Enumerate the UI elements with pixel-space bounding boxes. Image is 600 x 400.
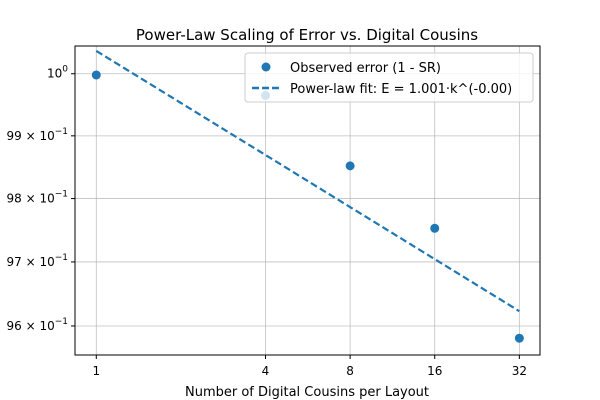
y-tick-label-4: 96 × 10−1 (6, 317, 68, 333)
plot-area-frame (74, 45, 541, 356)
x-tick-label-4: 32 (512, 364, 527, 378)
chart-legend: Observed error (1 - SR) Power-law fit: E… (244, 52, 534, 103)
legend-marker-observed (261, 62, 271, 72)
observed-point-2 (345, 161, 355, 171)
x-axis-label: Number of Digital Cousins per Layout (185, 385, 429, 400)
legend-box (244, 52, 534, 103)
observed-point-0 (91, 70, 101, 80)
x-tick-label-2: 8 (346, 364, 354, 378)
y-tick-label-3: 97 × 10−1 (6, 253, 68, 269)
power-law-fit-line (95, 49, 520, 313)
x-tick-label-3: 16 (427, 364, 442, 378)
x-axis-ticks: 1 4 8 16 32 (92, 355, 527, 378)
observed-point-4 (514, 333, 524, 343)
fit-line-layer (95, 49, 520, 313)
legend-label-observed: Observed error (1 - SR) (290, 61, 441, 76)
y-tick-label-2: 98 × 10−1 (6, 190, 68, 206)
legend-label-fit: Power-law fit: E = 1.001·k^(-0.00) (290, 82, 512, 97)
y-axis-ticks: 100 99 × 10−1 98 × 10−1 97 × 10−1 96 × 10−1 (6, 65, 75, 333)
observed-point-3 (430, 223, 440, 233)
y-tick-label-0: 100 (47, 65, 68, 81)
x-tick-label-0: 1 (92, 364, 100, 378)
x-tick-label-1: 4 (262, 364, 270, 378)
y-tick-label-1: 99 × 10−1 (6, 127, 68, 143)
chart-title: Power-Law Scaling of Error vs. Digital C… (136, 26, 478, 44)
